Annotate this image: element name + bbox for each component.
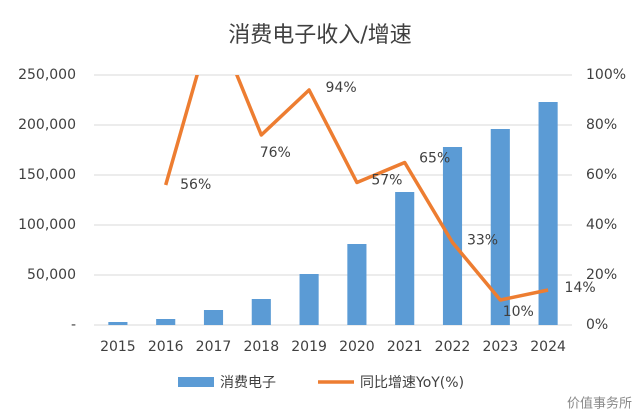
legend-swatch: [178, 377, 214, 387]
chart-title: 消费电子收入/增速: [228, 23, 411, 48]
x-tick-label: 2016: [148, 339, 184, 355]
x-tick-label: 2020: [339, 339, 375, 355]
bar: [299, 274, 319, 325]
x-tick-label: 2019: [291, 339, 327, 355]
bar: [251, 299, 271, 325]
y2-tick-label: 100%: [586, 67, 626, 83]
data-label: 33%: [467, 233, 498, 249]
watermark: 价值事务所: [567, 396, 632, 412]
x-tick-label: 2018: [243, 339, 279, 355]
y2-tick-label: 0%: [586, 317, 608, 333]
y-tick-label: 100,000: [18, 217, 76, 233]
x-tick-label: 2023: [482, 339, 518, 355]
bar: [490, 129, 510, 325]
bar: [442, 147, 463, 325]
legend-label: 消费电子: [220, 375, 276, 391]
data-label: 57%: [371, 173, 402, 189]
bar: [538, 102, 558, 325]
y2-tick-label: 80%: [586, 117, 617, 133]
y2-tick-label: 60%: [586, 167, 617, 183]
y-tick-label: 250,000: [18, 67, 76, 83]
data-label: 10%: [503, 304, 534, 320]
x-tick-label: 2021: [387, 339, 423, 355]
data-label: 14%: [565, 280, 596, 296]
x-tick-label: 2022: [435, 339, 471, 355]
legend-label: 同比增速YoY(%): [360, 375, 464, 391]
line: [164, 75, 549, 302]
x-tick-label: 2024: [530, 339, 566, 355]
bar: [156, 319, 176, 325]
bar: [108, 322, 128, 325]
y-tick-label: 150,000: [18, 167, 76, 183]
x-tick-label: 2017: [196, 339, 232, 355]
data-label: 56%: [180, 177, 211, 193]
y-tick-label: 200,000: [18, 117, 76, 133]
bar: [347, 244, 367, 325]
bar: [395, 192, 415, 325]
y2-tick-label: 40%: [586, 217, 617, 233]
y-tick-label: 50,000: [27, 267, 76, 283]
y-tick-label: -: [71, 317, 76, 333]
y2-tick-label: 20%: [586, 267, 617, 283]
data-label: 76%: [260, 145, 291, 161]
bar: [203, 310, 224, 325]
data-label: 94%: [326, 80, 357, 96]
data-label: 65%: [419, 151, 450, 167]
x-tick-label: 2015: [100, 339, 136, 355]
